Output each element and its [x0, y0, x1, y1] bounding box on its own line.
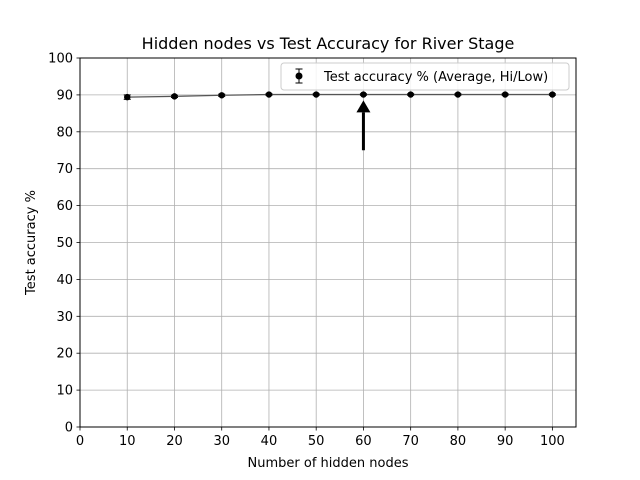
x-tick-label: 40 — [261, 434, 278, 449]
series-layer — [123, 91, 556, 101]
y-tick-label: 10 — [56, 384, 73, 399]
x-tick-label: 20 — [166, 434, 183, 449]
legend: Test accuracy % (Average, Hi/Low) — [280, 62, 570, 91]
data-point — [218, 92, 225, 99]
y-tick-label: 20 — [56, 347, 73, 362]
data-point — [360, 91, 367, 98]
x-tick-label: 10 — [119, 434, 136, 449]
x-tick-label: 100 — [540, 434, 565, 449]
data-point — [549, 91, 556, 98]
y-tick-label: 90 — [56, 88, 73, 103]
legend-marker-icon — [295, 72, 303, 80]
x-axis-ticks: 0 10 20 30 40 50 60 70 80 90 100 — [76, 427, 565, 449]
chart-title: Hidden nodes vs Test Accuracy for River … — [142, 34, 515, 53]
data-point — [407, 91, 414, 98]
y-tick-label: 50 — [56, 236, 73, 251]
y-tick-label: 70 — [56, 162, 73, 177]
annotation-arrow-head — [356, 100, 371, 113]
x-tick-label: 50 — [308, 434, 325, 449]
x-tick-label: 80 — [450, 434, 467, 449]
y-tick-label: 60 — [56, 199, 73, 214]
y-axis-label: Test accuracy % — [24, 190, 39, 296]
y-tick-label: 80 — [56, 125, 73, 140]
y-axis-ticks: 0 10 20 30 40 50 60 70 80 90 100 — [48, 52, 80, 436]
x-tick-label: 30 — [213, 434, 230, 449]
y-tick-label: 40 — [56, 273, 73, 288]
y-tick-label: 30 — [56, 310, 73, 325]
data-point — [124, 93, 131, 101]
x-tick-label: 0 — [76, 434, 84, 449]
x-tick-label: 60 — [355, 434, 372, 449]
data-point — [171, 93, 178, 100]
legend-entry-label: Test accuracy % (Average, Hi/Low) — [323, 70, 548, 85]
annotation-layer — [356, 100, 371, 151]
data-point — [454, 91, 462, 98]
data-point — [312, 91, 320, 98]
grid — [79, 57, 576, 428]
x-tick-label: 90 — [497, 434, 514, 449]
x-tick-label: 70 — [402, 434, 419, 449]
legend-box — [280, 62, 570, 91]
data-point — [265, 91, 273, 98]
series-line — [127, 93, 553, 98]
x-axis-label: Number of hidden nodes — [248, 456, 409, 471]
y-tick-label: 0 — [65, 421, 73, 436]
y-tick-label: 100 — [48, 52, 73, 67]
data-point — [501, 91, 509, 98]
